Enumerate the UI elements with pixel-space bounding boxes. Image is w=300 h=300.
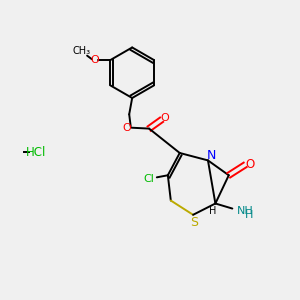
Text: CH₃: CH₃ (72, 46, 90, 56)
Text: HCl: HCl (26, 146, 46, 160)
Text: O: O (91, 55, 99, 65)
Text: N: N (207, 148, 216, 162)
Text: Cl: Cl (144, 174, 154, 184)
Text: NH: NH (237, 206, 254, 216)
Text: S: S (190, 216, 198, 229)
Text: O: O (123, 123, 131, 133)
Text: H: H (245, 210, 254, 220)
Text: H: H (209, 206, 217, 216)
Text: O: O (245, 158, 254, 171)
Text: O: O (160, 113, 169, 123)
